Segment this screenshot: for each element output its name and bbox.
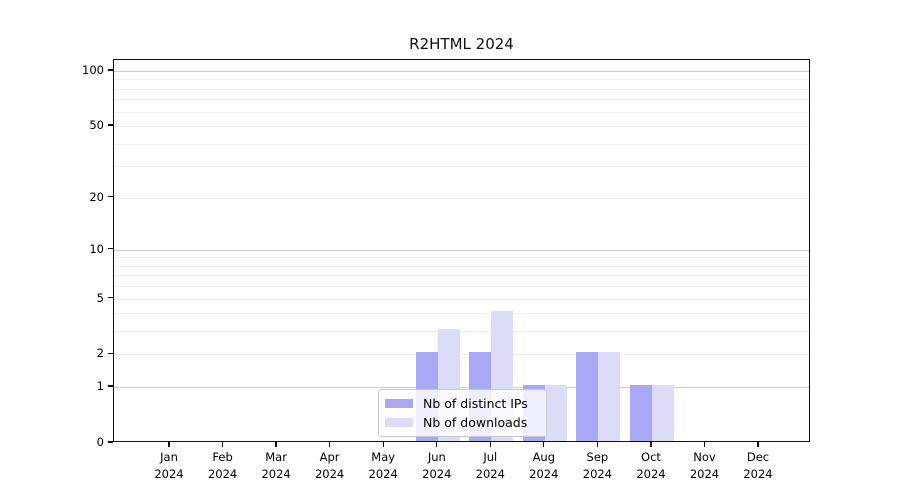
x-axis-tick (436, 442, 438, 447)
y-axis-label: 1 (96, 379, 104, 394)
minor-gridline (114, 331, 809, 333)
y-axis-label: 2 (96, 346, 104, 361)
x-axis-label: Feb 2024 (191, 449, 255, 483)
x-axis-label: Sep 2024 (565, 449, 629, 483)
minor-gridline (114, 275, 809, 277)
y-axis-tick (108, 296, 113, 299)
bar-aug-downloads (544, 385, 567, 441)
y-axis-tick (108, 441, 113, 443)
bar-oct-ips (630, 385, 652, 441)
x-axis-label: Apr 2024 (298, 449, 362, 483)
x-axis-tick (543, 442, 545, 447)
x-axis-tick (328, 442, 331, 447)
minor-gridline (114, 313, 809, 315)
minor-gridline (114, 265, 809, 267)
x-axis-tick (275, 442, 277, 447)
x-axis-label: Jul 2024 (458, 449, 522, 483)
minor-gridline (114, 99, 809, 101)
y-axis-tick (108, 69, 113, 71)
x-axis-label: Dec 2024 (726, 449, 790, 483)
y-axis-label: 10 (89, 241, 104, 256)
x-axis-label-month: Feb (212, 450, 233, 464)
chart-title: R2HTML 2024 (409, 35, 514, 53)
y-axis-label: 0 (96, 435, 104, 449)
x-axis-label-month: Jun (427, 450, 446, 464)
legend-swatch-downloads-icon (385, 418, 413, 427)
y-axis-tick (108, 248, 113, 250)
bar-sep-downloads (598, 352, 621, 441)
x-axis-tick (757, 442, 759, 447)
minor-gridline (114, 111, 809, 113)
minor-gridline (114, 298, 809, 300)
minor-gridline (114, 143, 809, 145)
x-axis-tick (650, 442, 652, 447)
x-axis-label: Oct 2024 (619, 449, 683, 483)
minor-gridline (114, 354, 809, 356)
major-gridline (114, 71, 809, 72)
x-axis-label-year: 2024 (261, 467, 291, 481)
legend-entry-downloads: Nb of downloads (385, 415, 546, 430)
x-axis-label-year: 2024 (154, 467, 184, 481)
y-axis-tick (108, 352, 113, 355)
bar-sep-ips (576, 352, 599, 441)
minor-gridline (114, 166, 809, 168)
legend-label-downloads: Nb of downloads (423, 415, 528, 430)
minor-gridline (114, 79, 809, 81)
x-axis-label: Aug 2024 (512, 449, 576, 483)
x-axis-label-month: Jul (483, 450, 498, 464)
x-axis-label-month: May (371, 450, 396, 464)
y-axis-label: 20 (89, 189, 104, 204)
x-axis-label-month: Nov (693, 450, 716, 464)
major-gridline (114, 387, 809, 389)
x-axis-label-year: 2024 (314, 467, 345, 481)
legend-swatch-distinct-ips-icon (385, 399, 413, 408)
plot-area (113, 59, 810, 442)
x-axis-label-month: Mar (265, 450, 287, 464)
minor-gridline (114, 286, 809, 288)
x-axis-label: Jan 2024 (137, 449, 201, 483)
x-axis-tick (489, 442, 491, 447)
y-axis-label: 50 (89, 118, 104, 133)
minor-gridline (114, 126, 809, 128)
x-axis-label-year: 2024 (689, 467, 720, 481)
x-axis-label-year: 2024 (582, 467, 613, 481)
x-axis-label: Jun 2024 (405, 449, 469, 483)
x-axis-tick (596, 442, 599, 447)
x-axis-label-month: Sep (586, 450, 609, 464)
y-axis-tick (108, 124, 113, 126)
x-axis-label-month: Dec (746, 450, 770, 464)
x-axis-tick (382, 442, 384, 447)
legend-entry-distinct-ips: Nb of distinct IPs (385, 396, 546, 411)
x-axis-label-month: Apr (319, 450, 340, 464)
y-axis-tick (108, 195, 113, 198)
minor-gridline (114, 197, 809, 199)
x-axis-label-month: Jan (160, 450, 178, 464)
major-gridline (114, 249, 809, 251)
x-axis-label-year: 2024 (368, 467, 398, 481)
x-axis-tick (168, 442, 170, 447)
x-axis-label-year: 2024 (636, 467, 666, 481)
x-axis-label-month: Oct (641, 450, 661, 464)
x-axis-label-year: 2024 (207, 467, 238, 481)
legend: Nb of distinct IPs Nb of downloads (378, 389, 547, 437)
x-axis-label-year: 2024 (422, 467, 452, 481)
legend-label-distinct-ips: Nb of distinct IPs (423, 396, 528, 411)
minor-gridline (114, 257, 809, 259)
y-axis-label: 5 (96, 290, 104, 305)
x-axis-tick (703, 442, 706, 447)
minor-gridline (114, 88, 809, 90)
x-axis-label-month: Aug (532, 450, 556, 464)
x-axis-label-year: 2024 (743, 467, 773, 481)
y-axis-label: 100 (82, 63, 104, 77)
x-axis-label: Mar 2024 (244, 449, 308, 483)
x-axis-tick (221, 442, 224, 447)
bar-oct-downloads (652, 385, 674, 441)
y-axis-tick (108, 385, 113, 387)
x-axis-label-year: 2024 (475, 467, 505, 481)
x-axis-label: May 2024 (351, 449, 415, 483)
x-axis-label: Nov 2024 (673, 449, 737, 483)
x-axis-label-year: 2024 (529, 467, 559, 481)
